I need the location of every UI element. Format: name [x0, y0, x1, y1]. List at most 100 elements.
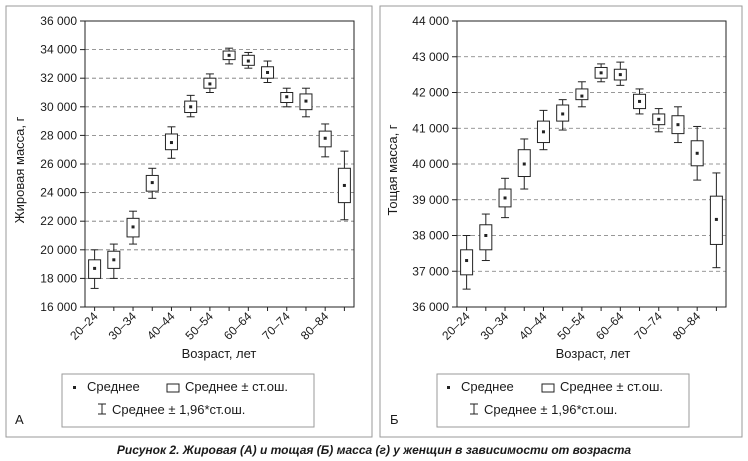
panel-a-box-group [126, 210, 140, 245]
panel-b-xtick-label: 30–34 [478, 309, 512, 343]
panel-a-mean-marker [131, 225, 135, 229]
panel-a-box-group [337, 150, 351, 221]
panel-b-mean-marker [465, 259, 469, 263]
panel-b-box-group [671, 106, 685, 144]
panel-a-mean-marker [246, 59, 250, 63]
panel-a-ytick-label: 34 000 [40, 43, 77, 57]
panel-b-mean-marker [561, 112, 565, 116]
panel-a-mean-marker [266, 70, 270, 74]
panel-b-box-group [460, 235, 474, 290]
panel-b-box-group [498, 177, 512, 219]
panel-b-mean-marker [541, 130, 545, 134]
panel-a-xtick-label: 40–44 [144, 309, 178, 343]
panel-a-legend-frame [61, 373, 315, 428]
panel-a-box-group [184, 94, 198, 118]
panel-a-ytick-label: 22 000 [40, 214, 77, 228]
panel-a-mean-marker [169, 141, 173, 145]
panel-b-legend-ci-marker [470, 403, 478, 415]
panel-a-mean-marker [227, 53, 231, 57]
panel-b-xtick-label: 50–54 [555, 309, 589, 343]
panel-b-xtick-label: 40–44 [516, 309, 550, 343]
panel-b-box-group [517, 138, 531, 190]
panel-b-se-box [460, 249, 474, 276]
panel-b-plot: 36 000 37 000 38 000 39 000 40 000 41 000 42 0… [412, 14, 727, 343]
panel-b-mean-marker [503, 196, 507, 200]
panel-a-legend-se: Среднее ± ст.ош. [185, 379, 288, 394]
panel-a-plot-area [84, 20, 355, 308]
panel-a-mean-marker [304, 99, 308, 103]
panel-b-box-group [594, 63, 608, 83]
panel-b-mean-marker [618, 73, 622, 77]
panel-b-xlabel: Возраст, лет [556, 346, 631, 361]
panel-b-box-group [709, 172, 723, 269]
panel-b-mean-marker [580, 94, 584, 98]
panel-a-box-group [203, 73, 217, 93]
panel-a-ytick-label: 26 000 [40, 157, 77, 171]
panel-a-ytick-label: 20 000 [40, 243, 77, 257]
panel-a-ytick-label: 30 000 [40, 100, 77, 114]
panel-b-box-group [575, 81, 589, 108]
panel-b-se-box [575, 88, 589, 101]
panel-b-box-group [536, 109, 550, 151]
panel-a-plot: 16 000 18 000 20 000 22 000 24 000 26 000 28 0… [40, 14, 355, 343]
panel-a-box-group [145, 167, 159, 199]
panel-b-mean-marker [657, 117, 661, 121]
panel-b-mean-marker [484, 234, 488, 237]
panel-b-mean-marker [522, 162, 526, 166]
panel-b-ytick-label: 39 000 [412, 193, 449, 207]
panel-b-mean-marker [714, 217, 718, 221]
panel-a-mean-marker [208, 82, 212, 86]
panel-a-mean-marker [342, 183, 346, 187]
panel-b-frame [379, 5, 743, 438]
panel-b-legend-mean: Среднее [461, 379, 514, 394]
panel-b-letter: Б [390, 412, 399, 427]
panel-b-ytick-label: 37 000 [412, 264, 449, 278]
panel-b-box-group [613, 61, 627, 86]
panel-a-box-group [280, 87, 294, 108]
panel-a-xtick-label: 80–84 [298, 309, 332, 343]
panel-b-legend-se: Среднее ± ст.ош. [560, 379, 663, 394]
panel-b-ytick-label: 41 000 [412, 121, 449, 135]
panel-a-box-group [164, 126, 178, 159]
panel-b-mean-marker [638, 99, 642, 103]
panel-b-box-group [556, 99, 570, 131]
panel-b-mean-marker [676, 123, 680, 127]
panel-a-ytick-label: 28 000 [40, 128, 77, 142]
panel-b-legend-mean-marker [447, 386, 450, 389]
panel-a-xlabel: Возраст, лет [182, 346, 257, 361]
panel-a-legend-ci: Среднее ± 1,96*ст.ош. [112, 402, 245, 417]
panel-a-xtick-label: 20–24 [67, 309, 101, 343]
panel-a-legend-se-marker [166, 383, 180, 393]
panel-a-ytick-label: 16 000 [40, 300, 77, 314]
panel-a-mean-marker [150, 181, 154, 185]
panel-b-plot-area [456, 20, 727, 308]
panel-a-ytick-label: 36 000 [40, 14, 77, 28]
panel-b-xtick-label: 80–84 [670, 309, 704, 343]
panel-a-mean-marker [285, 95, 289, 99]
panel-a-legend-mean-marker [73, 386, 76, 389]
panel-a-ytick-label: 18 000 [40, 271, 77, 285]
panel-a-box-group [222, 47, 236, 65]
panel-b-box-group [479, 213, 493, 262]
panel-b-mean-marker [599, 71, 603, 75]
panel-a-ytick-label: 32 000 [40, 71, 77, 85]
panel-b-box-group [690, 125, 704, 181]
panel-b-mean-marker [695, 151, 699, 155]
panel-a-mean-marker [189, 105, 193, 109]
panel-b: Тощая масса, г Возраст, лет Б Среднее Ср… [379, 5, 743, 438]
panel-a-box-group [299, 87, 313, 118]
panel-a-mean-marker [93, 266, 97, 270]
panel-a-mean-marker [323, 136, 327, 140]
panel-a-xtick-label: 70–74 [259, 309, 293, 343]
panel-b-xtick-label: 20–24 [439, 309, 473, 343]
panel-a-ylabel: Жировая масса, г [12, 116, 27, 223]
panel-a-mean-marker [112, 258, 116, 262]
panel-b-box-group [652, 108, 666, 133]
panel-b-ytick-label: 40 000 [412, 157, 449, 171]
panel-a-box-group [88, 249, 102, 289]
panel-a-xtick-label: 50–54 [183, 309, 217, 343]
panel-b-xtick-label: 70–74 [631, 309, 665, 343]
panel-b-se-box [479, 224, 493, 251]
panel-a-xtick-label: 30–34 [106, 309, 140, 343]
